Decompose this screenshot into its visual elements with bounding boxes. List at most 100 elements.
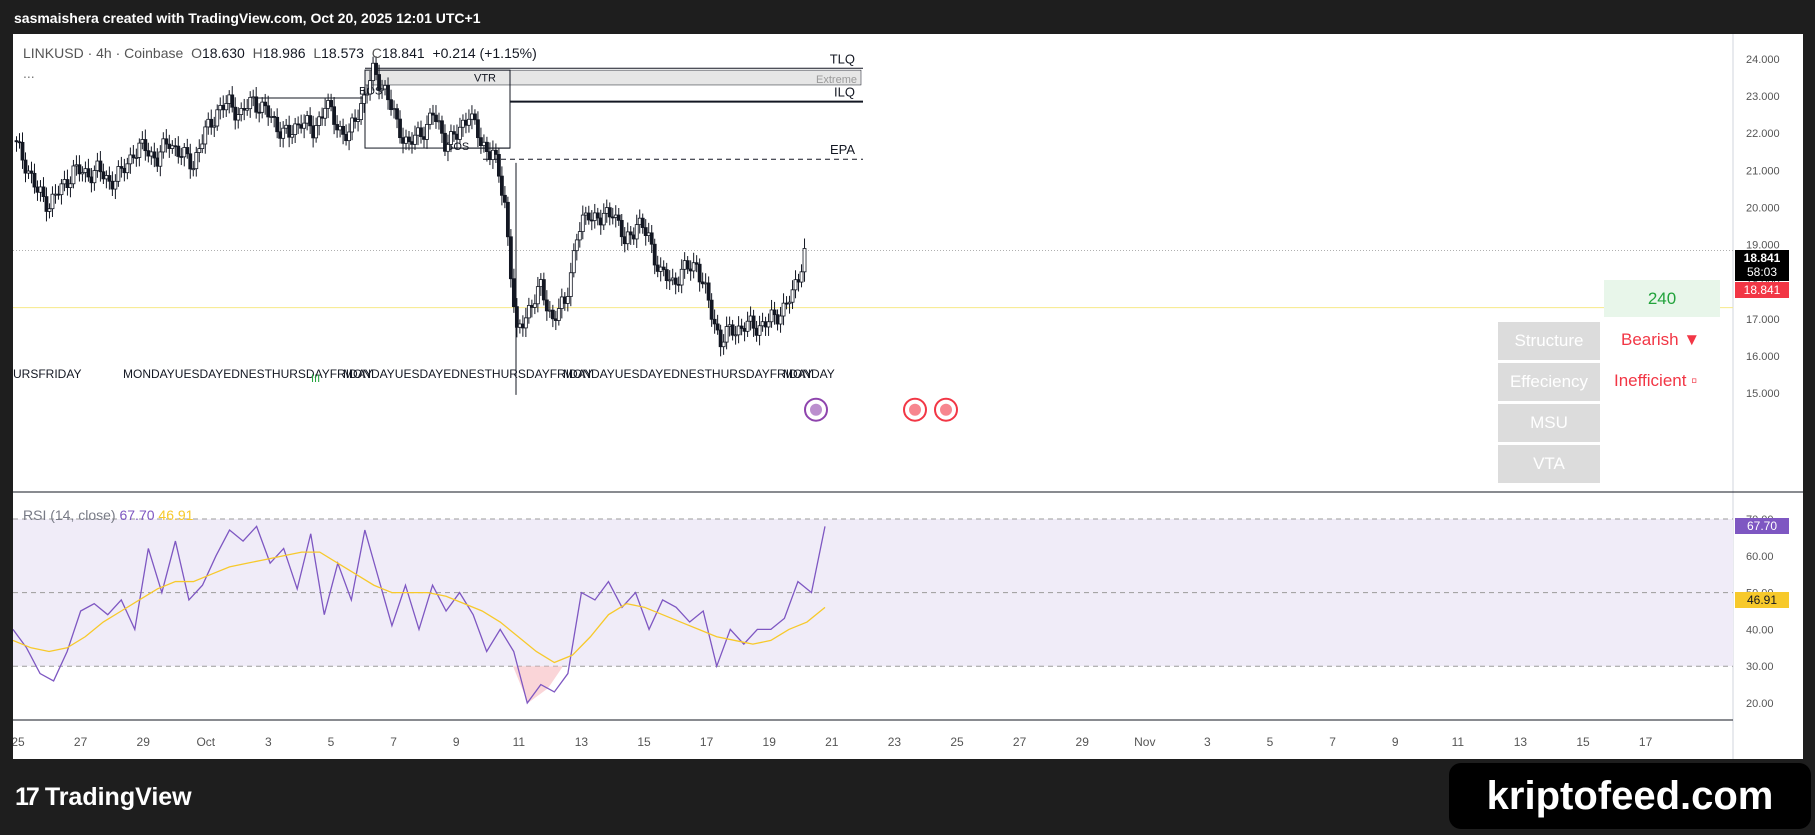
candle-body xyxy=(110,180,115,190)
symbol-legend: LINKUSD · 4h · Coinbase O18.630 H18.986 … xyxy=(23,45,537,61)
candle-body xyxy=(586,212,591,221)
candle-body xyxy=(733,334,738,337)
candle-body xyxy=(496,154,501,177)
candle-body xyxy=(482,141,486,146)
time-tick-label: 15 xyxy=(637,735,651,749)
time-tick-label: 25 xyxy=(950,735,964,749)
rsi-ma-legend-value: 46.91 xyxy=(158,507,194,523)
candle-body xyxy=(769,309,774,323)
candle-body xyxy=(793,279,798,291)
level-label-epa: EPA xyxy=(830,142,855,157)
candle-body xyxy=(332,106,337,125)
candle-body xyxy=(83,168,88,173)
candle-body xyxy=(47,208,52,212)
candle-body xyxy=(41,186,46,198)
candle-body xyxy=(173,145,178,148)
time-tick-label: 11 xyxy=(1452,735,1465,749)
candle-body xyxy=(688,268,693,272)
rsi-tick-label: 60.00 xyxy=(1746,551,1774,563)
rsi-legend: RSI (14, close) 67.70 46.91 xyxy=(23,507,193,523)
candle-body xyxy=(676,283,681,286)
candle-body xyxy=(652,243,657,266)
efficiency-button[interactable]: Effeciency xyxy=(1498,363,1600,401)
candle-body xyxy=(74,164,79,167)
structure-button[interactable]: Structure xyxy=(1498,322,1600,360)
candle-body xyxy=(188,153,193,170)
candle-body xyxy=(287,124,292,138)
candle-body xyxy=(95,160,100,171)
candle-body xyxy=(278,131,283,139)
level-label-ilq: ILQ xyxy=(834,85,855,100)
candle-body xyxy=(236,114,241,121)
candle-body xyxy=(404,136,408,144)
candle-body xyxy=(458,126,462,140)
candle-body xyxy=(311,125,316,139)
candle-body xyxy=(751,315,756,329)
msu-button[interactable]: MSU xyxy=(1498,404,1600,442)
candle-body xyxy=(694,262,699,265)
candle-body xyxy=(649,232,654,245)
level-label-tlq: TLQ xyxy=(830,51,855,66)
time-tick-label: 13 xyxy=(575,735,589,749)
candle-body xyxy=(562,296,567,304)
candle-body xyxy=(431,112,435,116)
candle-body xyxy=(161,138,166,153)
candle-body xyxy=(538,279,543,288)
candle-body xyxy=(437,120,441,123)
candle-body xyxy=(553,318,558,321)
candle-body xyxy=(119,166,124,169)
candle-body xyxy=(709,299,714,320)
time-tick-label: 9 xyxy=(453,735,460,749)
candle-body xyxy=(721,341,726,348)
time-tick-label: 21 xyxy=(825,735,839,749)
rsi-oversold-fill xyxy=(513,666,563,703)
candle-body xyxy=(176,145,181,157)
candle-body xyxy=(523,317,528,329)
time-tick-label: 3 xyxy=(265,735,272,749)
candle-body xyxy=(583,212,588,216)
candle-body xyxy=(353,117,357,122)
candle-body xyxy=(637,217,642,226)
candle-body xyxy=(670,277,675,281)
time-tick-label: 27 xyxy=(1013,735,1027,749)
price-tick-label: 16.000 xyxy=(1746,351,1780,363)
candle-body xyxy=(131,154,136,159)
candle-body xyxy=(598,217,603,226)
candle-body xyxy=(68,183,73,189)
candle-body xyxy=(215,109,220,127)
candle-body xyxy=(464,119,468,126)
candle-body xyxy=(170,145,175,149)
candle-body xyxy=(655,264,660,272)
candle-body xyxy=(56,193,61,196)
watermark: kriptofeed.com xyxy=(1449,763,1811,829)
candle-body xyxy=(449,131,453,145)
candle-body xyxy=(62,179,67,185)
chart-canvas[interactable]: 24.00023.00022.00021.00020.00019.00018.0… xyxy=(13,34,1803,759)
vtr-box xyxy=(364,69,511,149)
candle-body xyxy=(763,321,768,328)
vta-button[interactable]: VTA xyxy=(1498,445,1600,483)
candle-body xyxy=(59,183,64,196)
candle-body xyxy=(532,303,537,308)
candle-body xyxy=(643,227,648,236)
candle-body xyxy=(230,94,235,108)
candle-body xyxy=(335,124,340,131)
rsi-legend-label: RSI (14, close) xyxy=(23,507,116,523)
efficiency-value: Inefficient ▫ xyxy=(1614,371,1698,390)
current-price-value: 18.841 xyxy=(1743,251,1781,265)
candle-body xyxy=(781,302,786,317)
candle-body xyxy=(520,323,525,329)
candle-body xyxy=(347,131,351,142)
candle-body xyxy=(718,329,723,348)
legend-more-button[interactable]: ... xyxy=(23,65,35,81)
candle-body xyxy=(137,142,142,158)
candle-body xyxy=(401,137,405,144)
candle-body xyxy=(317,116,322,126)
chart-area[interactable]: 24.00023.00022.00021.00020.00019.00018.0… xyxy=(13,34,1803,759)
legend-close: 18.841 xyxy=(381,45,425,61)
candle-body xyxy=(517,323,522,328)
candle-body xyxy=(410,141,414,145)
candle-body xyxy=(254,96,259,113)
candle-body xyxy=(790,289,795,303)
candle-body xyxy=(715,323,720,331)
